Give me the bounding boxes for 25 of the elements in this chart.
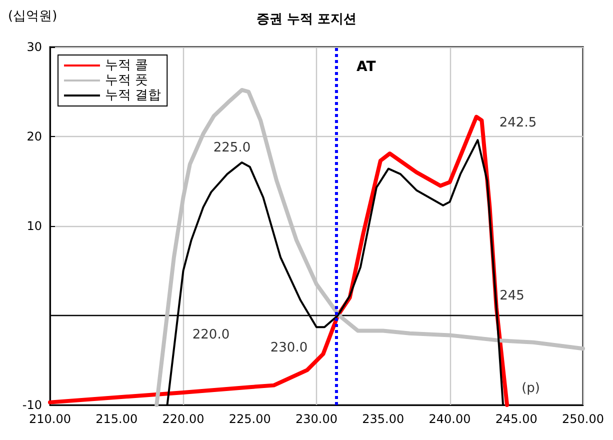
x-tick-label: 250.00 <box>562 412 604 426</box>
annotation: 225.0 <box>213 140 251 156</box>
y-tick-label: 30 <box>26 40 42 54</box>
y-tick-label: 20 <box>26 130 42 144</box>
x-tick-label: 225.00 <box>228 412 271 426</box>
x-tick-label: 215.00 <box>96 412 138 426</box>
legend-label: 누적 콜 <box>105 58 148 73</box>
x-tick-label: 245.00 <box>495 412 538 426</box>
annotation: 242.5 <box>499 116 537 130</box>
annotation: 230.0 <box>270 340 308 356</box>
x-tick-label: 220.00 <box>162 412 204 426</box>
y-tick-label: -10 <box>22 398 42 412</box>
x-tick-label: 235.00 <box>362 412 404 426</box>
annotation: 245 <box>500 288 524 304</box>
legend-label: 누적 결합 <box>105 88 162 103</box>
x-tick-label: 230.00 <box>296 412 338 426</box>
y-tick-label: 10 <box>26 219 42 233</box>
y-axis-title: (십억원) <box>8 9 58 24</box>
ref-line-label: AT <box>356 59 376 75</box>
annotation: 220.0 <box>192 328 230 342</box>
legend-label: 누적 풋 <box>105 73 148 88</box>
chart-title: 증권 누적 포지션 <box>256 12 357 27</box>
x-axis-title: (p) <box>522 381 540 396</box>
x-tick-label: 240.00 <box>428 412 471 426</box>
x-tick-label: 210.00 <box>29 412 71 426</box>
